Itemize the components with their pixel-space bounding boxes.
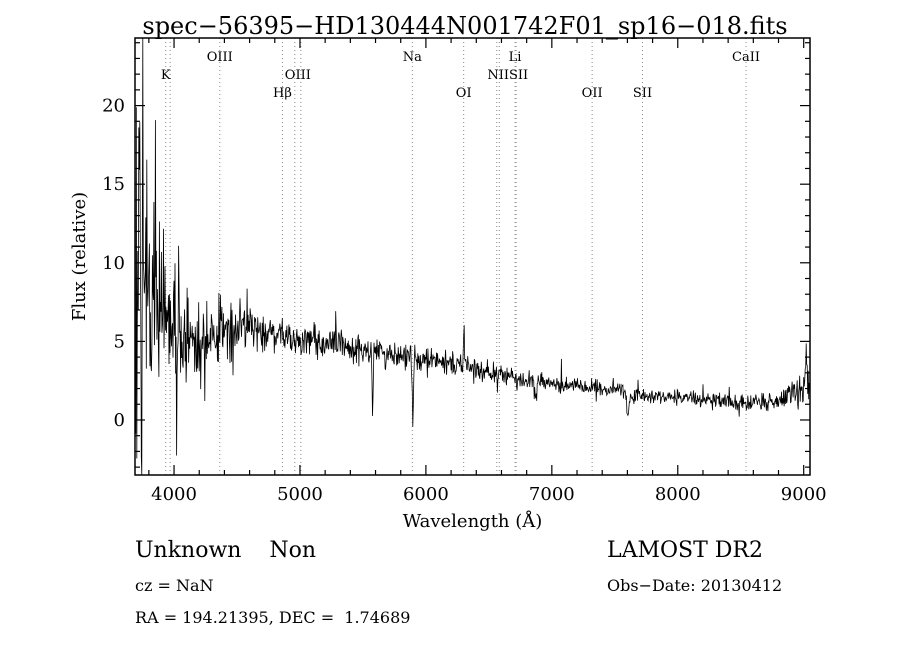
plot-frame	[134, 37, 811, 476]
y-axis-label: Flux (relative)	[69, 192, 90, 321]
x-tick-label: 5000	[277, 484, 323, 505]
x-tick-label: 9000	[781, 484, 827, 505]
x-tick-label: 4000	[151, 484, 197, 505]
spectral-line-label: OIII	[207, 50, 233, 65]
spectral-line-label: CaII	[732, 50, 760, 65]
y-tick-label: 10	[102, 253, 125, 274]
x-tick-label: 6000	[403, 484, 449, 505]
y-tick-label: 20	[102, 96, 125, 117]
spectral-line-label: Hβ	[273, 86, 292, 101]
survey-label: LAMOST DR2	[607, 538, 763, 563]
spectral-line-label: OII	[582, 86, 603, 101]
y-tick-label: 0	[114, 410, 125, 431]
obs-date: Obs−Date: 20130412	[607, 576, 783, 595]
spectral-line-label: K	[161, 68, 171, 83]
x-tick-label: 8000	[655, 484, 701, 505]
spectrum-line	[135, 38, 810, 475]
plot-title: spec−56395−HD130444N001742F01_sp16−018.f…	[142, 12, 788, 40]
spectral-line-label: SII	[633, 86, 652, 101]
spectral-line-label: OI	[456, 86, 472, 101]
classification-label: Unknown Non	[135, 538, 317, 563]
x-axis-label: Wavelength (Å)	[403, 510, 543, 532]
cz-value: cz = NaN	[135, 576, 214, 595]
spectral-line-label: Na	[403, 50, 422, 65]
spectral-line-label: OIII	[285, 68, 311, 83]
ra-dec-coords: RA = 194.21395, DEC = 1.74689	[135, 608, 411, 627]
y-tick-label: 5	[114, 331, 125, 352]
spectral-line-label: Li	[509, 50, 522, 65]
x-tick-label: 7000	[529, 484, 575, 505]
spectral-line-label: NIISII	[487, 68, 528, 83]
y-tick-label: 15	[102, 174, 125, 195]
